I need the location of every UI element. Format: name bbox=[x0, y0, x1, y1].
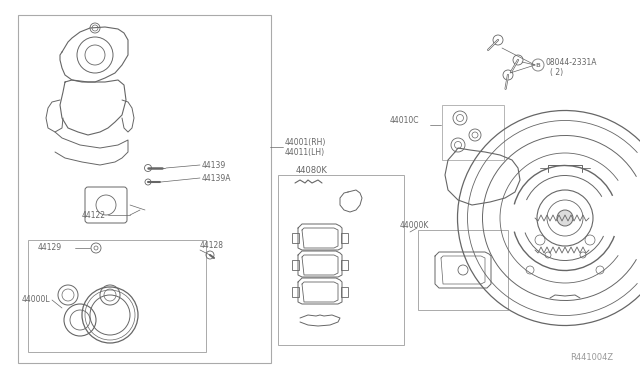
Bar bbox=[278, 175, 404, 345]
Text: 44139: 44139 bbox=[202, 160, 227, 170]
Text: 44128: 44128 bbox=[200, 241, 224, 250]
Text: 44139A: 44139A bbox=[202, 173, 232, 183]
Bar bbox=[292, 287, 299, 297]
Bar bbox=[442, 105, 504, 160]
Text: 44000L: 44000L bbox=[22, 295, 51, 305]
Text: R441004Z: R441004Z bbox=[570, 353, 613, 362]
Bar bbox=[28, 240, 206, 352]
Bar bbox=[341, 287, 348, 297]
Bar bbox=[341, 233, 348, 243]
Bar bbox=[18, 15, 271, 363]
Text: 44080K: 44080K bbox=[296, 166, 328, 174]
Text: 44122: 44122 bbox=[82, 211, 106, 219]
Bar bbox=[292, 260, 299, 270]
Circle shape bbox=[557, 210, 573, 226]
Text: B: B bbox=[536, 62, 540, 67]
Bar bbox=[341, 260, 348, 270]
Text: 08044-2331A: 08044-2331A bbox=[546, 58, 598, 67]
Text: ( 2): ( 2) bbox=[550, 67, 563, 77]
Text: 44001(RH): 44001(RH) bbox=[285, 138, 326, 147]
Text: 44000K: 44000K bbox=[400, 221, 429, 230]
Bar bbox=[418, 230, 508, 310]
Bar bbox=[292, 233, 299, 243]
Text: 44011(LH): 44011(LH) bbox=[285, 148, 325, 157]
Text: 44129: 44129 bbox=[38, 244, 62, 253]
Text: 44010C: 44010C bbox=[390, 115, 419, 125]
